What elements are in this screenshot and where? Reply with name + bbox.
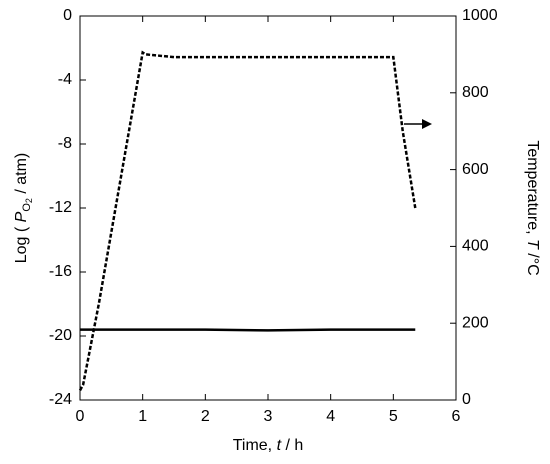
- x-tick-label: 6: [452, 408, 461, 425]
- y-label-sub: O: [21, 203, 33, 212]
- y-tick-label: -4: [58, 71, 72, 88]
- y2-tick-label: 1000: [462, 7, 498, 24]
- y2-tick-label: 400: [462, 238, 489, 255]
- y-tick-label: -8: [58, 135, 72, 152]
- x-label-text: Time,: [233, 437, 277, 454]
- x-tick-label: 3: [264, 408, 273, 425]
- y2-tick-label: 0: [462, 391, 471, 408]
- x-tick-label: 2: [201, 408, 210, 425]
- y2-tick-label: 200: [462, 314, 489, 331]
- x-label-unit: / h: [281, 437, 303, 454]
- x-axis-label: Time, t / h: [233, 437, 304, 454]
- y2-label-unit: /°C: [524, 249, 541, 276]
- temperature-line: [78, 50, 417, 391]
- y2-label-text: Temperature,: [524, 140, 541, 239]
- x-tick-label: 4: [326, 408, 335, 425]
- x-tick-label: 1: [138, 408, 147, 425]
- plot-frame: [79, 15, 457, 401]
- y-tick-label: -12: [49, 199, 72, 216]
- y-label-text: Log (: [13, 222, 30, 263]
- y-tick-label: -20: [49, 327, 72, 344]
- y-tick-label: 0: [63, 7, 72, 24]
- x-tick-label: 5: [389, 408, 398, 425]
- y-label-subsub: 2: [24, 198, 34, 203]
- arrow: [404, 119, 432, 129]
- y-label-unit: / atm): [13, 153, 30, 198]
- y-tick-label: -24: [49, 391, 72, 408]
- y-label-symbol: P: [13, 211, 30, 222]
- x-tick-label: 0: [76, 408, 85, 425]
- y2-axis-label: Temperature, T /°C: [524, 140, 541, 275]
- y2-label-symbol: T: [524, 239, 541, 250]
- y2-tick-label: 600: [462, 161, 489, 178]
- y2-tick-label: 800: [462, 84, 489, 101]
- x-label-symbol: t: [277, 437, 282, 454]
- po2-line: [80, 328, 416, 332]
- y-tick-label: -16: [49, 263, 72, 280]
- y-axis-label: Log ( PO2 / atm): [13, 153, 34, 264]
